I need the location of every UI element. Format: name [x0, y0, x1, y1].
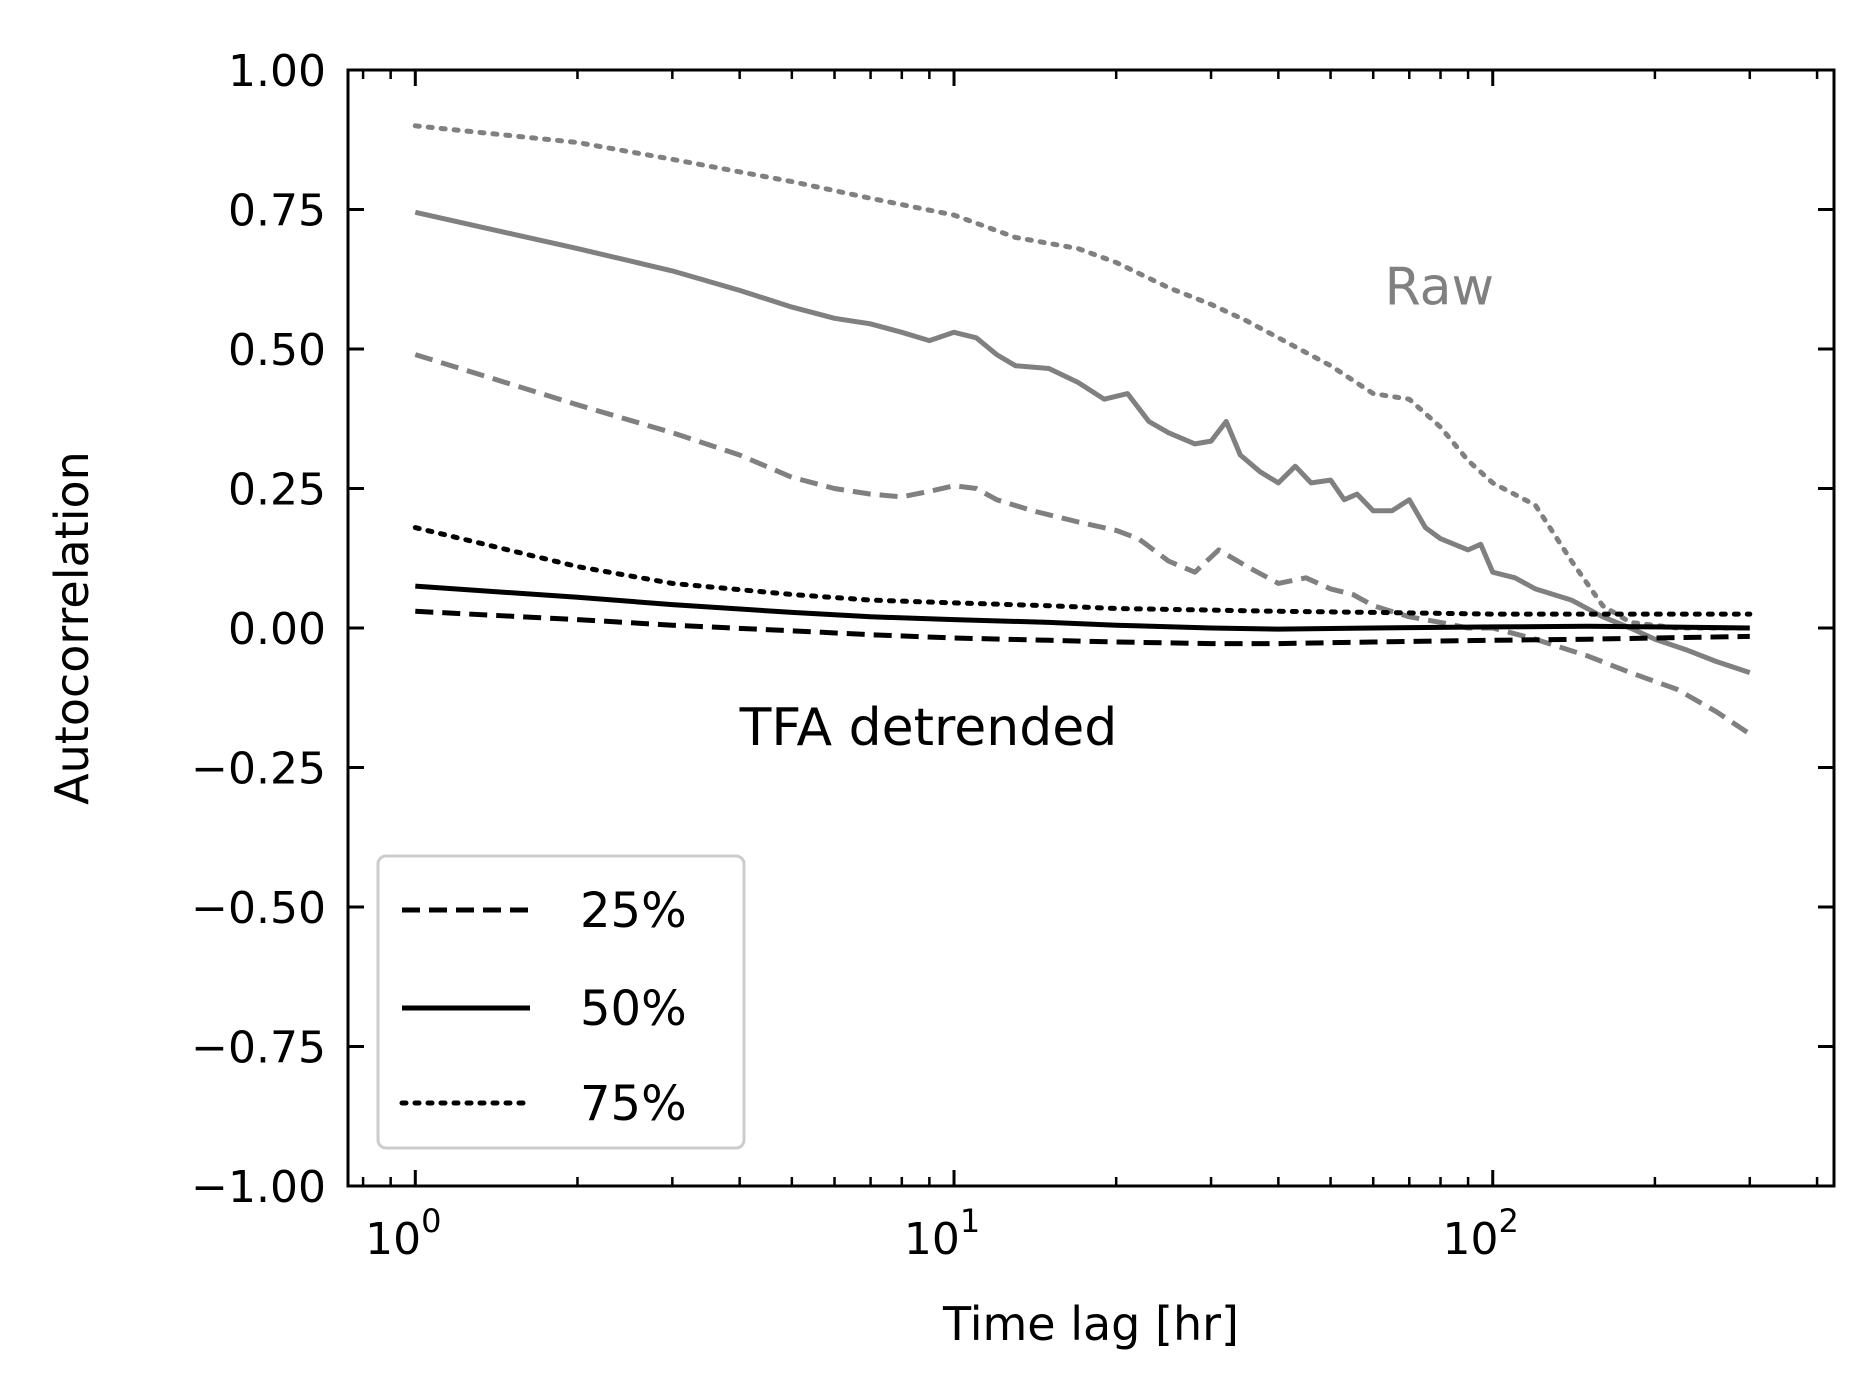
series-layer: [412, 123, 1753, 737]
y-tick-label: 1.00: [228, 46, 326, 97]
legend-label-75: 75%: [580, 1076, 687, 1132]
x-tick-label: 100: [365, 1202, 441, 1265]
y-tick-label: −0.75: [191, 1023, 326, 1074]
ticks-layer: 1.00 0.75 0.50 0.25 0.00 −0.25 −0.50 −0.75 −1.00…: [191, 46, 1834, 1265]
y-tick-label: 0.00: [228, 604, 326, 655]
y-tick-label: −1.00: [191, 1162, 326, 1213]
x-tick-label: 102: [1443, 1202, 1519, 1265]
series-line-raw-25: [414, 352, 1752, 737]
y-tick-label: 0.75: [228, 186, 326, 237]
legend: 25% 50% 75%: [376, 854, 746, 1150]
annotation-raw: Raw: [1385, 257, 1494, 317]
series-line-raw-75: [412, 123, 1753, 631]
x-tick-label-exponent: 2: [1499, 1202, 1519, 1240]
y-tick-label: −0.50: [191, 883, 326, 934]
x-tick-label-base: 10: [904, 1214, 960, 1265]
y-tick-label: −0.25: [191, 744, 326, 795]
x-tick-label: 101: [904, 1202, 980, 1265]
y-axis-label: Autocorrelation: [45, 451, 99, 805]
series-line-raw-50: [414, 209, 1751, 675]
y-tick-label: 0.50: [228, 325, 326, 376]
series-line-tfa-75: [412, 525, 1753, 617]
legend-label-25: 25%: [580, 883, 687, 939]
annotation-tfa-detrended: TFA detrended: [739, 698, 1118, 758]
x-tick-label-exponent: 0: [421, 1202, 441, 1240]
series-line-tfa-50: [415, 583, 1750, 632]
x-axis-label: Time lag [hr]: [942, 1297, 1239, 1351]
x-tick-label-exponent: 1: [960, 1202, 980, 1240]
legend-items: 25% 50% 75%: [399, 883, 687, 1132]
legend-box: [376, 854, 746, 1150]
y-tick-label: 0.25: [228, 465, 326, 516]
x-tick-label-base: 10: [1443, 1214, 1499, 1265]
x-tick-label-base: 10: [365, 1214, 421, 1265]
legend-label-50: 50%: [580, 981, 687, 1037]
annotations-layer: Raw TFA detrended: [739, 257, 1494, 758]
series-line-tfa-25: [415, 608, 1750, 647]
